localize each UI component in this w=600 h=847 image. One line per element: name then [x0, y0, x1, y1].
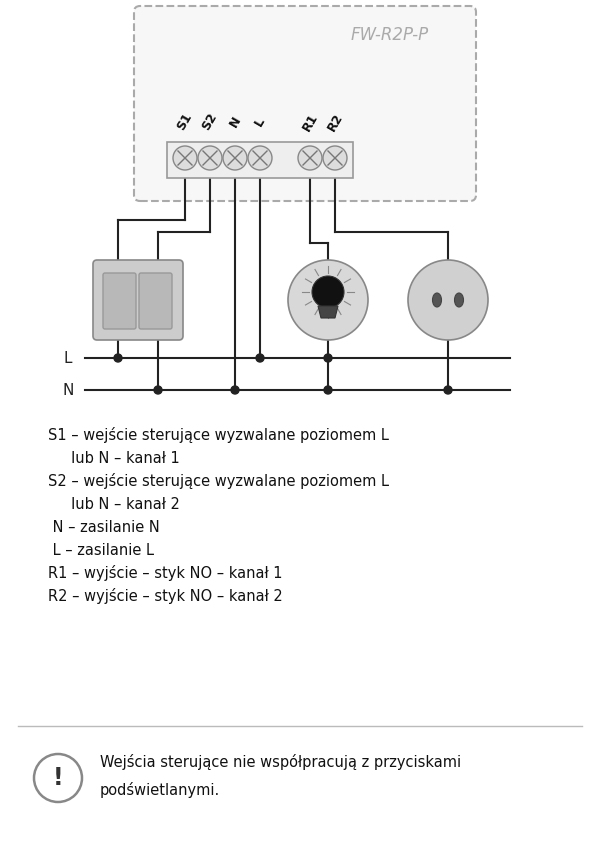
Text: N – zasilanie N: N – zasilanie N: [48, 519, 160, 534]
Text: !: !: [53, 766, 64, 790]
Circle shape: [231, 386, 239, 394]
Circle shape: [408, 260, 488, 340]
Text: R1 – wyjście – styk NO – kanał 1: R1 – wyjście – styk NO – kanał 1: [48, 565, 283, 581]
Circle shape: [256, 354, 264, 362]
FancyBboxPatch shape: [134, 6, 476, 201]
Circle shape: [34, 754, 82, 802]
Circle shape: [288, 260, 368, 340]
Text: R2 – wyjście – styk NO – kanał 2: R2 – wyjście – styk NO – kanał 2: [48, 588, 283, 604]
Text: S2: S2: [200, 111, 220, 133]
Text: S2 – wejście sterujące wyzwalane poziomem L: S2 – wejście sterujące wyzwalane poziome…: [48, 473, 389, 489]
Circle shape: [198, 146, 222, 170]
FancyBboxPatch shape: [93, 260, 183, 340]
FancyBboxPatch shape: [139, 273, 172, 329]
Ellipse shape: [433, 293, 442, 307]
Text: R1: R1: [300, 111, 320, 133]
Bar: [167, 142, 353, 178]
Text: N: N: [227, 114, 243, 130]
Circle shape: [114, 354, 122, 362]
Circle shape: [324, 386, 332, 394]
Text: N: N: [62, 383, 74, 397]
Circle shape: [223, 146, 247, 170]
Ellipse shape: [455, 293, 464, 307]
Circle shape: [323, 146, 347, 170]
Circle shape: [154, 386, 162, 394]
Circle shape: [324, 354, 332, 362]
Text: L: L: [253, 115, 268, 129]
Polygon shape: [318, 306, 338, 318]
Circle shape: [444, 386, 452, 394]
Text: lub N – kanał 1: lub N – kanał 1: [48, 451, 180, 466]
Text: FW-R2P-P: FW-R2P-P: [351, 26, 429, 44]
Text: podświetlanymi.: podświetlanymi.: [100, 782, 220, 798]
Circle shape: [312, 276, 344, 308]
Text: lub N – kanał 2: lub N – kanał 2: [48, 496, 180, 512]
Text: Wejścia sterujące nie współpracują z przyciskami: Wejścia sterujące nie współpracują z prz…: [100, 754, 461, 770]
Text: R2: R2: [325, 111, 345, 133]
Circle shape: [248, 146, 272, 170]
Text: S1: S1: [175, 111, 195, 133]
FancyBboxPatch shape: [103, 273, 136, 329]
Text: L – zasilanie L: L – zasilanie L: [48, 542, 154, 557]
Text: S1 – wejście sterujące wyzwalane poziomem L: S1 – wejście sterujące wyzwalane poziome…: [48, 427, 389, 443]
Circle shape: [298, 146, 322, 170]
Text: L: L: [64, 351, 72, 366]
Circle shape: [173, 146, 197, 170]
